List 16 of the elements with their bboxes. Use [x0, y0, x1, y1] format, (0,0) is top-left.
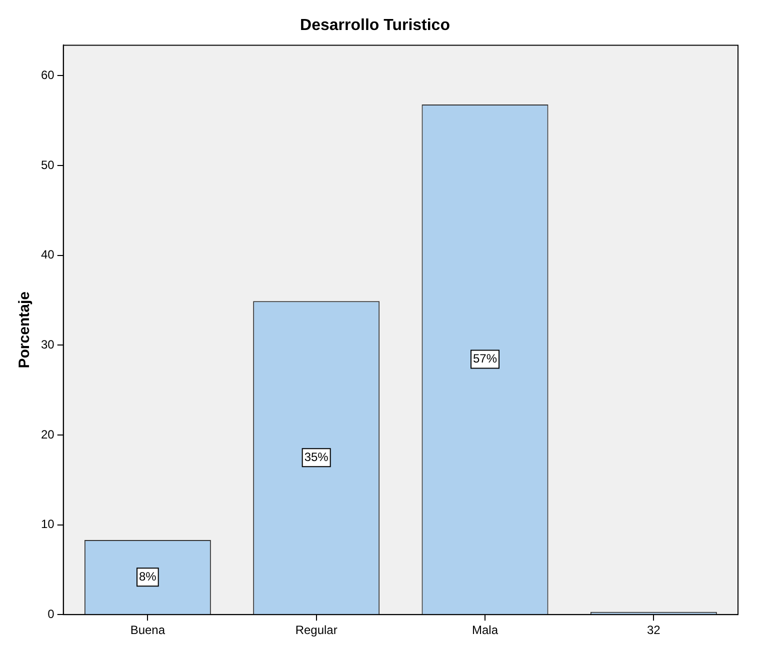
- y-tick-label: 50: [40, 158, 55, 172]
- y-tick-label: 0: [48, 606, 55, 621]
- x-tick-label: Mala: [472, 623, 498, 638]
- data-label: 8%: [139, 569, 157, 584]
- y-tick-label: 60: [40, 68, 55, 82]
- y-tick-label: 20: [40, 427, 55, 442]
- y-tick-label: 40: [40, 248, 55, 262]
- data-label: 35%: [304, 450, 329, 464]
- chart-title: Desarrollo Turistico: [300, 17, 450, 34]
- data-label: 57%: [472, 352, 498, 366]
- y-tick-label: 30: [40, 337, 55, 352]
- x-tick-label: Regular: [295, 623, 338, 638]
- x-tick-label: Buena: [130, 623, 166, 638]
- y-tick-label: 10: [40, 517, 55, 532]
- x-tick-label: 32: [646, 623, 661, 638]
- y-axis-title: Porcentaje: [16, 292, 34, 368]
